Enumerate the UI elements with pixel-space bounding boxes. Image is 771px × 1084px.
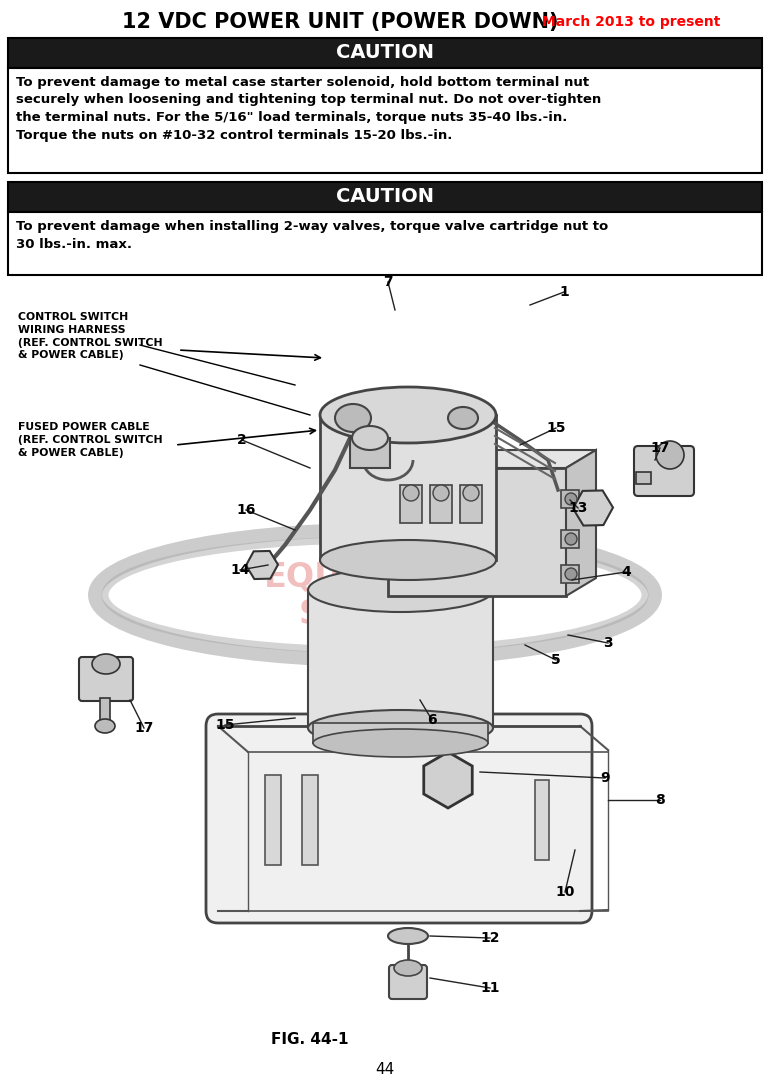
- Text: CONTROL SWITCH
WIRING HARNESS
(REF. CONTROL SWITCH
& POWER CABLE): CONTROL SWITCH WIRING HARNESS (REF. CONT…: [18, 312, 163, 360]
- Text: 7: 7: [383, 275, 392, 289]
- Ellipse shape: [313, 730, 488, 757]
- Bar: [400, 485, 422, 522]
- FancyBboxPatch shape: [634, 446, 694, 496]
- Text: 3: 3: [603, 636, 613, 650]
- Text: 6: 6: [427, 713, 437, 727]
- Bar: [561, 530, 579, 549]
- Text: March 2013 to present: March 2013 to present: [541, 15, 720, 29]
- Bar: [265, 775, 281, 865]
- Text: 9: 9: [600, 771, 610, 785]
- FancyBboxPatch shape: [79, 657, 133, 701]
- Ellipse shape: [565, 533, 577, 545]
- Text: 10: 10: [555, 885, 574, 899]
- Bar: [8, 38, 762, 68]
- FancyBboxPatch shape: [389, 965, 427, 999]
- Ellipse shape: [448, 406, 478, 429]
- Text: To prevent damage when installing 2-way valves, torque valve cartridge nut to
30: To prevent damage when installing 2-way …: [16, 220, 608, 250]
- Text: 14: 14: [231, 563, 250, 577]
- Bar: [535, 780, 549, 860]
- Text: 16: 16: [237, 503, 256, 517]
- Bar: [561, 490, 579, 508]
- Ellipse shape: [352, 426, 388, 450]
- Text: 1: 1: [559, 285, 569, 299]
- Text: CAUTION: CAUTION: [336, 188, 434, 206]
- Bar: [350, 438, 390, 468]
- Text: EQUIPMENT: EQUIPMENT: [264, 560, 487, 594]
- Text: FUSED POWER CABLE
(REF. CONTROL SWITCH
& POWER CABLE): FUSED POWER CABLE (REF. CONTROL SWITCH &…: [18, 422, 163, 457]
- Text: 4: 4: [621, 565, 631, 579]
- Ellipse shape: [388, 928, 428, 944]
- Ellipse shape: [403, 485, 419, 501]
- Ellipse shape: [433, 485, 449, 501]
- Ellipse shape: [565, 493, 577, 505]
- Text: 15: 15: [215, 718, 234, 732]
- Text: 11: 11: [480, 981, 500, 995]
- Ellipse shape: [92, 654, 120, 674]
- Text: 17: 17: [134, 721, 153, 735]
- Ellipse shape: [320, 540, 496, 580]
- Text: FIG. 44-1: FIG. 44-1: [271, 1032, 348, 1047]
- Text: 8: 8: [655, 793, 665, 806]
- Text: CAUTION: CAUTION: [336, 43, 434, 63]
- Ellipse shape: [656, 441, 684, 469]
- Bar: [388, 468, 566, 596]
- Ellipse shape: [463, 485, 479, 501]
- Ellipse shape: [95, 719, 115, 733]
- Bar: [636, 472, 651, 483]
- Bar: [8, 68, 762, 173]
- Text: 17: 17: [650, 441, 670, 455]
- Ellipse shape: [565, 568, 577, 580]
- Bar: [302, 775, 318, 865]
- Ellipse shape: [308, 710, 493, 746]
- Bar: [430, 485, 452, 522]
- Bar: [8, 212, 762, 275]
- Text: 12 VDC POWER UNIT (POWER DOWN): 12 VDC POWER UNIT (POWER DOWN): [122, 12, 558, 33]
- Polygon shape: [388, 450, 596, 468]
- Bar: [313, 723, 488, 743]
- Text: SOURCE: SOURCE: [298, 598, 451, 632]
- Bar: [8, 182, 762, 212]
- Text: To prevent damage to metal case starter solenoid, hold bottom terminal nut
secur: To prevent damage to metal case starter …: [16, 76, 601, 142]
- Text: 5: 5: [551, 653, 561, 667]
- Text: 2: 2: [237, 433, 247, 447]
- Bar: [320, 415, 496, 560]
- Ellipse shape: [335, 404, 371, 433]
- Bar: [100, 698, 110, 726]
- Text: 15: 15: [546, 421, 566, 435]
- Bar: [308, 590, 493, 728]
- Ellipse shape: [320, 387, 496, 443]
- FancyBboxPatch shape: [206, 714, 592, 922]
- Text: 13: 13: [568, 501, 588, 515]
- Polygon shape: [566, 450, 596, 596]
- Text: 44: 44: [375, 1062, 395, 1077]
- Ellipse shape: [308, 568, 493, 612]
- Bar: [460, 485, 482, 522]
- Ellipse shape: [394, 960, 422, 976]
- Text: 12: 12: [480, 931, 500, 945]
- Bar: [561, 565, 579, 583]
